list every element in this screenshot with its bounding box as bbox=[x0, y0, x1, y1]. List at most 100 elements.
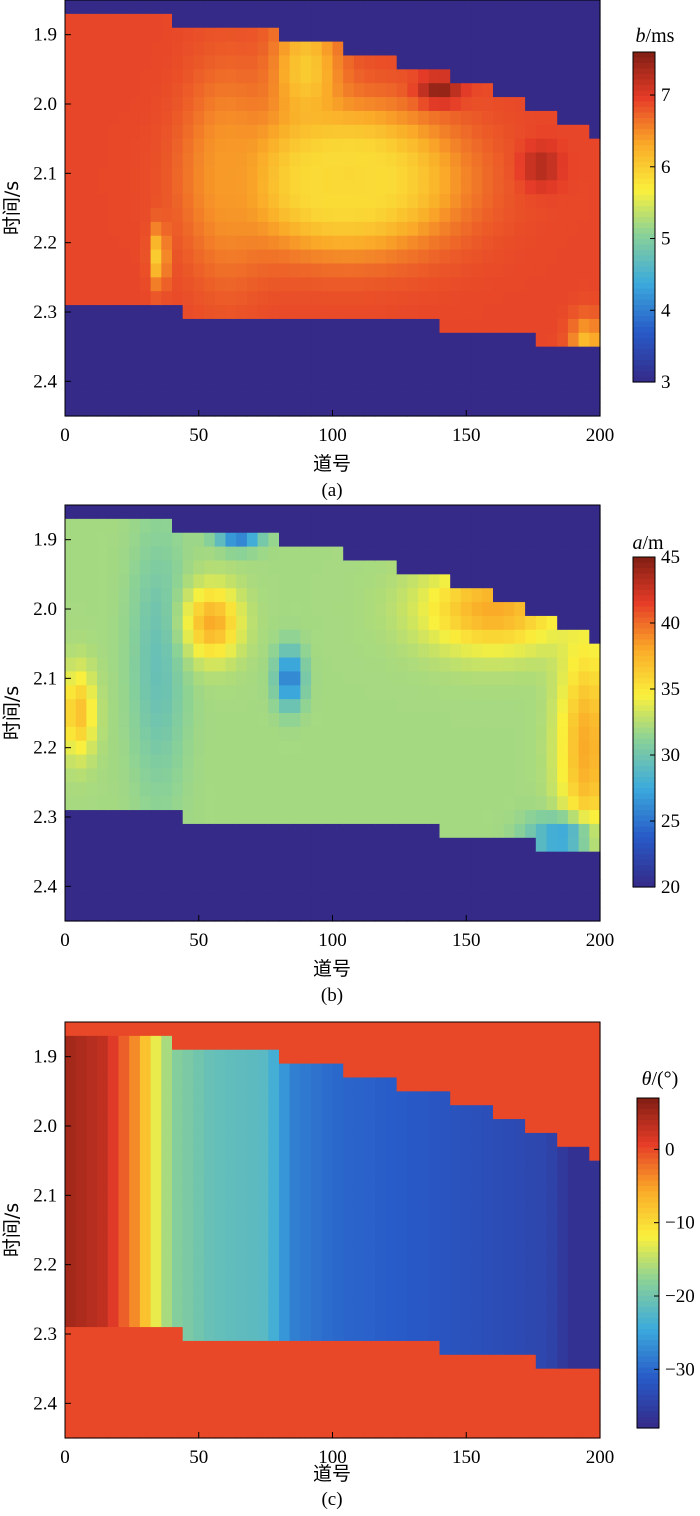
colorbar-segment bbox=[637, 1340, 659, 1347]
heatmap-cell bbox=[364, 1257, 376, 1273]
heatmap-cell bbox=[182, 263, 194, 278]
heatmap-cell bbox=[407, 1327, 419, 1342]
heatmap-cell bbox=[86, 1216, 98, 1231]
heatmap-cell bbox=[150, 1230, 162, 1245]
heatmap-cell bbox=[525, 166, 537, 181]
heatmap-cell bbox=[172, 332, 184, 348]
heatmap-cell bbox=[578, 851, 590, 867]
heatmap-cell bbox=[129, 1160, 141, 1176]
x-axis-label: 道号 bbox=[313, 1463, 351, 1485]
heatmap-cell bbox=[107, 893, 120, 908]
heatmap-cell bbox=[279, 41, 291, 57]
heatmap-cell bbox=[182, 97, 194, 112]
heatmap-cell bbox=[332, 360, 344, 375]
heatmap-cell bbox=[578, 1340, 590, 1356]
heatmap-cell bbox=[514, 505, 526, 520]
heatmap-cell bbox=[75, 305, 87, 320]
heatmap-cell bbox=[514, 865, 526, 880]
heatmap-cell bbox=[161, 55, 173, 70]
heatmap-cell bbox=[257, 726, 269, 742]
heatmap-cell bbox=[514, 97, 526, 112]
heatmap-cell bbox=[129, 823, 141, 839]
heatmap-cell bbox=[257, 699, 269, 714]
heatmap-cell bbox=[535, 1285, 548, 1300]
heatmap-cell bbox=[578, 1119, 590, 1134]
heatmap-cell bbox=[225, 1077, 237, 1092]
heatmap-cell bbox=[471, 55, 483, 70]
heatmap-cell bbox=[450, 1299, 462, 1314]
heatmap-cell bbox=[300, 1271, 312, 1287]
heatmap-cell bbox=[353, 1354, 366, 1370]
heatmap-cell bbox=[407, 1091, 419, 1106]
heatmap-cell bbox=[343, 27, 355, 43]
heatmap-cell bbox=[300, 124, 312, 140]
heatmap-cell bbox=[193, 124, 205, 140]
heatmap-cell bbox=[343, 1049, 355, 1065]
heatmap-cell bbox=[557, 851, 569, 867]
heatmap-cell bbox=[471, 208, 483, 223]
heatmap-cell bbox=[75, 588, 87, 603]
colorbar-segment bbox=[633, 623, 655, 630]
heatmap-cell bbox=[460, 180, 473, 195]
heatmap-cell bbox=[493, 865, 505, 880]
heatmap-cell bbox=[214, 518, 227, 534]
heatmap-cell bbox=[150, 166, 162, 181]
heatmap-cell bbox=[139, 1368, 152, 1384]
heatmap-cell bbox=[107, 1091, 120, 1106]
heatmap-cell bbox=[300, 1105, 312, 1120]
heatmap-cell bbox=[300, 879, 312, 894]
heatmap-cell bbox=[161, 726, 173, 742]
heatmap-cell bbox=[86, 83, 98, 98]
heatmap-cell bbox=[172, 305, 184, 320]
heatmap-cell bbox=[375, 1285, 387, 1300]
heatmap-cell bbox=[439, 1160, 451, 1176]
heatmap-cell bbox=[578, 615, 590, 631]
heatmap-cell bbox=[439, 1035, 451, 1051]
heatmap-cell bbox=[578, 277, 590, 292]
colorbar-tick-label: 20 bbox=[661, 877, 680, 898]
heatmap-cell bbox=[75, 574, 87, 589]
heatmap-cell bbox=[535, 1327, 548, 1342]
heatmap-cell bbox=[225, 208, 237, 223]
colorbar-segment bbox=[633, 804, 655, 811]
heatmap-cell bbox=[525, 893, 537, 908]
heatmap-cell bbox=[386, 1132, 398, 1148]
heatmap-cell bbox=[525, 643, 537, 659]
heatmap-cell bbox=[225, 69, 237, 84]
heatmap-cell bbox=[439, 1354, 451, 1370]
heatmap-cell bbox=[407, 360, 419, 375]
heatmap-cell bbox=[257, 1160, 269, 1176]
heatmap-cell bbox=[503, 27, 515, 43]
heatmap-cell bbox=[332, 194, 344, 209]
heatmap-cell bbox=[439, 1285, 451, 1300]
heatmap-cell bbox=[535, 1257, 548, 1273]
heatmap-cell bbox=[343, 768, 355, 783]
heatmap-cell bbox=[214, 332, 227, 348]
heatmap-cell bbox=[578, 1146, 590, 1162]
colorbar-segment bbox=[637, 1318, 659, 1325]
heatmap-cell bbox=[493, 346, 505, 362]
heatmap-cell bbox=[204, 277, 216, 292]
heatmap-cell bbox=[204, 546, 216, 562]
heatmap-cell bbox=[246, 602, 259, 617]
heatmap-cell bbox=[482, 518, 494, 534]
heatmap-cell bbox=[107, 505, 120, 520]
heatmap-cell bbox=[364, 41, 376, 57]
heatmap-cell bbox=[332, 1424, 344, 1439]
heatmap-cell bbox=[407, 97, 419, 112]
heatmap-cell bbox=[107, 346, 120, 362]
heatmap-cell bbox=[321, 110, 334, 126]
heatmap-cell bbox=[86, 13, 98, 29]
heatmap-cell bbox=[343, 1202, 355, 1217]
heatmap-cell bbox=[503, 55, 515, 70]
heatmap-cell bbox=[482, 194, 494, 209]
heatmap-cell bbox=[514, 1202, 526, 1217]
heatmap-cell bbox=[557, 374, 569, 389]
heatmap-cell bbox=[375, 1049, 387, 1065]
heatmap-cell bbox=[118, 305, 130, 320]
heatmap-cell bbox=[86, 1091, 98, 1106]
heatmap-cell bbox=[578, 643, 590, 659]
heatmap-cell bbox=[471, 1230, 483, 1245]
heatmap-cell bbox=[514, 518, 526, 534]
heatmap-cell bbox=[471, 1410, 483, 1425]
